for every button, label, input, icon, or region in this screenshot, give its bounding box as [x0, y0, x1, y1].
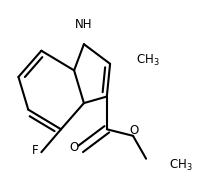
Text: F: F: [32, 144, 38, 157]
Text: CH$_3$: CH$_3$: [169, 158, 193, 173]
Text: CH$_3$: CH$_3$: [136, 53, 160, 68]
Text: O: O: [129, 124, 138, 137]
Text: O: O: [70, 141, 79, 154]
Text: NH: NH: [75, 18, 93, 31]
